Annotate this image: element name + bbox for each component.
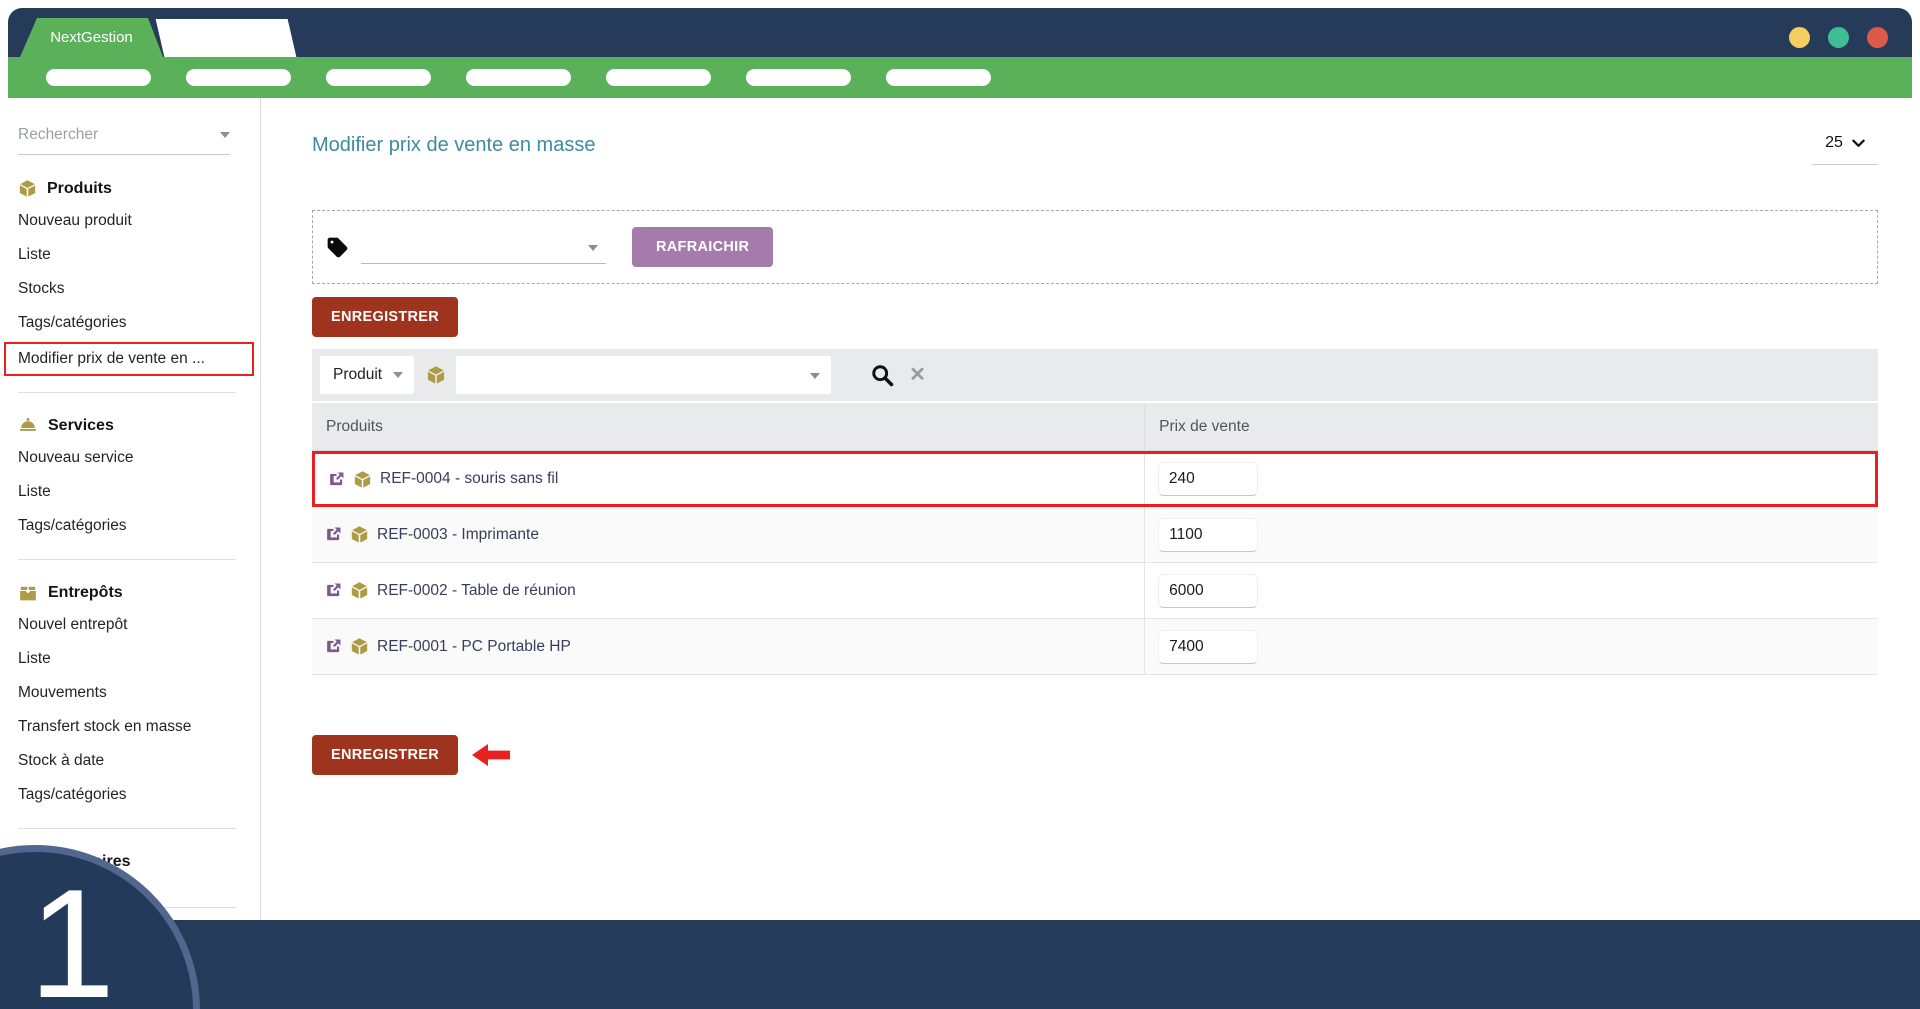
column-header-price: Prix de vente xyxy=(1159,417,1250,435)
save-button-top[interactable]: ENREGISTRER xyxy=(312,297,459,337)
product-link[interactable]: REF-0002 - Table de réunion xyxy=(377,581,576,599)
divider xyxy=(18,828,236,829)
sidebar-item-nouveau-service[interactable]: Nouveau service xyxy=(18,449,134,466)
product-link[interactable]: REF-0001 - PC Portable HP xyxy=(377,637,571,655)
sidebar-section-label: Services xyxy=(48,417,114,434)
nav-item-placeholder-1[interactable] xyxy=(46,69,151,86)
brand-tab[interactable]: NextGestion xyxy=(20,18,163,57)
footer-bar xyxy=(0,920,1920,1009)
package-icon xyxy=(351,526,368,543)
package-icon xyxy=(426,365,446,385)
external-link-icon[interactable] xyxy=(328,471,345,488)
refresh-button[interactable]: RAFRAICHIR xyxy=(632,227,774,267)
price-input[interactable] xyxy=(1157,462,1258,496)
sidebar-item-nouveau-produit[interactable]: Nouveau produit xyxy=(18,212,132,229)
entity-type-select[interactable]: Produit xyxy=(320,356,415,394)
clear-search-icon[interactable]: ✕ xyxy=(909,364,926,386)
sidebar-item-transfert-stock-masse[interactable]: Transfert stock en masse xyxy=(18,718,192,735)
sidebar-item-liste-produits[interactable]: Liste xyxy=(18,246,51,263)
search-filter-bar: Produit ✕ xyxy=(312,349,1878,401)
nav-item-placeholder-4[interactable] xyxy=(466,69,571,86)
external-link-icon[interactable] xyxy=(325,582,342,599)
table-header: Produits Prix de vente xyxy=(312,403,1878,451)
column-header-products: Produits xyxy=(312,403,1146,450)
chevron-down-icon xyxy=(393,372,404,378)
external-link-icon[interactable] xyxy=(325,526,342,543)
sidebar-item-liste-services[interactable]: Liste xyxy=(18,483,51,500)
sidebar-search-select[interactable]: Rechercher xyxy=(18,126,230,155)
chevron-down-icon xyxy=(220,132,230,138)
table-row: REF-0001 - PC Portable HP xyxy=(312,619,1878,675)
entity-type-value: Produit xyxy=(333,366,383,383)
sidebar-item-tags-services[interactable]: Tags/catégories xyxy=(18,517,127,534)
package-icon xyxy=(351,582,368,599)
price-input[interactable] xyxy=(1158,573,1259,608)
tag-icon xyxy=(327,237,348,257)
cloche-icon xyxy=(19,417,37,431)
sidebar-search-placeholder: Rechercher xyxy=(18,126,99,143)
nav-item-placeholder-6[interactable] xyxy=(746,69,851,86)
page-size-value: 25 xyxy=(1825,134,1843,151)
sidebar-item-stock-a-date[interactable]: Stock à date xyxy=(18,752,105,769)
tag-filter-select[interactable] xyxy=(361,231,606,264)
price-input[interactable] xyxy=(1158,517,1259,552)
table-row: REF-0003 - Imprimante xyxy=(312,507,1878,563)
sidebar-item-modifier-prix-masse[interactable]: Modifier prix de vente en ... xyxy=(4,342,254,376)
divider xyxy=(18,392,236,393)
nav-item-placeholder-5[interactable] xyxy=(606,69,711,86)
sidebar-section-services: Services xyxy=(18,417,260,435)
nav-item-placeholder-7[interactable] xyxy=(886,69,991,86)
sidebar-item-tags-produits[interactable]: Tags/catégories xyxy=(18,314,127,331)
sidebar-item-stocks[interactable]: Stocks xyxy=(18,280,65,297)
window-titlebar: NextGestion xyxy=(8,8,1912,57)
page-size-select[interactable]: 25 xyxy=(1812,134,1878,165)
page-title: Modifier prix de vente en masse xyxy=(312,134,596,156)
window-dot-yellow[interactable] xyxy=(1789,27,1810,48)
sidebar-item-tags-entrepots[interactable]: Tags/catégories xyxy=(18,786,127,803)
save-button-bottom[interactable]: ENREGISTRER xyxy=(312,735,459,775)
tag-filter-box: RAFRAICHIR xyxy=(312,210,1878,284)
package-icon xyxy=(351,638,368,655)
brand-label: NextGestion xyxy=(50,29,133,46)
sidebar-section-label: Produits xyxy=(47,179,112,197)
sidebar-item-mouvements[interactable]: Mouvements xyxy=(18,684,107,701)
window-dot-teal[interactable] xyxy=(1828,27,1849,48)
main-content: Modifier prix de vente en masse 25 RAFRA… xyxy=(312,98,1878,775)
divider xyxy=(18,559,236,560)
price-input[interactable] xyxy=(1158,629,1259,664)
sidebar-section-produits: Produits xyxy=(18,179,260,198)
sidebar-section-label: Entrepôts xyxy=(48,584,123,601)
inactive-tab[interactable] xyxy=(155,19,297,57)
nav-item-placeholder-2[interactable] xyxy=(186,69,291,86)
window-controls xyxy=(1789,27,1888,48)
window-dot-red[interactable] xyxy=(1867,27,1888,48)
crate-icon xyxy=(20,586,36,601)
product-link[interactable]: REF-0004 - souris sans fil xyxy=(380,470,559,487)
chevron-down-icon xyxy=(1852,139,1865,147)
sidebar: Rechercher Produits Nouveau produit List… xyxy=(4,98,261,920)
package-icon xyxy=(354,470,371,488)
sidebar-item-nouvel-entrepot[interactable]: Nouvel entrepôt xyxy=(18,616,128,633)
search-icon[interactable] xyxy=(870,363,895,388)
annotation-arrow-left xyxy=(472,744,511,766)
sidebar-section-entrepots: Entrepôts xyxy=(18,584,260,602)
package-icon xyxy=(19,180,36,197)
step-number: 1 xyxy=(28,857,116,1009)
table-row: REF-0002 - Table de réunion xyxy=(312,563,1878,619)
product-link[interactable]: REF-0003 - Imprimante xyxy=(377,525,539,543)
external-link-icon[interactable] xyxy=(325,638,342,655)
chevron-down-icon xyxy=(588,244,598,251)
table-row-highlighted: REF-0004 - souris sans fil xyxy=(312,451,1878,507)
product-search-select[interactable] xyxy=(456,356,832,394)
nav-item-placeholder-3[interactable] xyxy=(326,69,431,86)
main-navbar xyxy=(8,57,1912,98)
chevron-down-icon xyxy=(810,373,821,379)
sidebar-item-liste-entrepots[interactable]: Liste xyxy=(18,650,51,667)
